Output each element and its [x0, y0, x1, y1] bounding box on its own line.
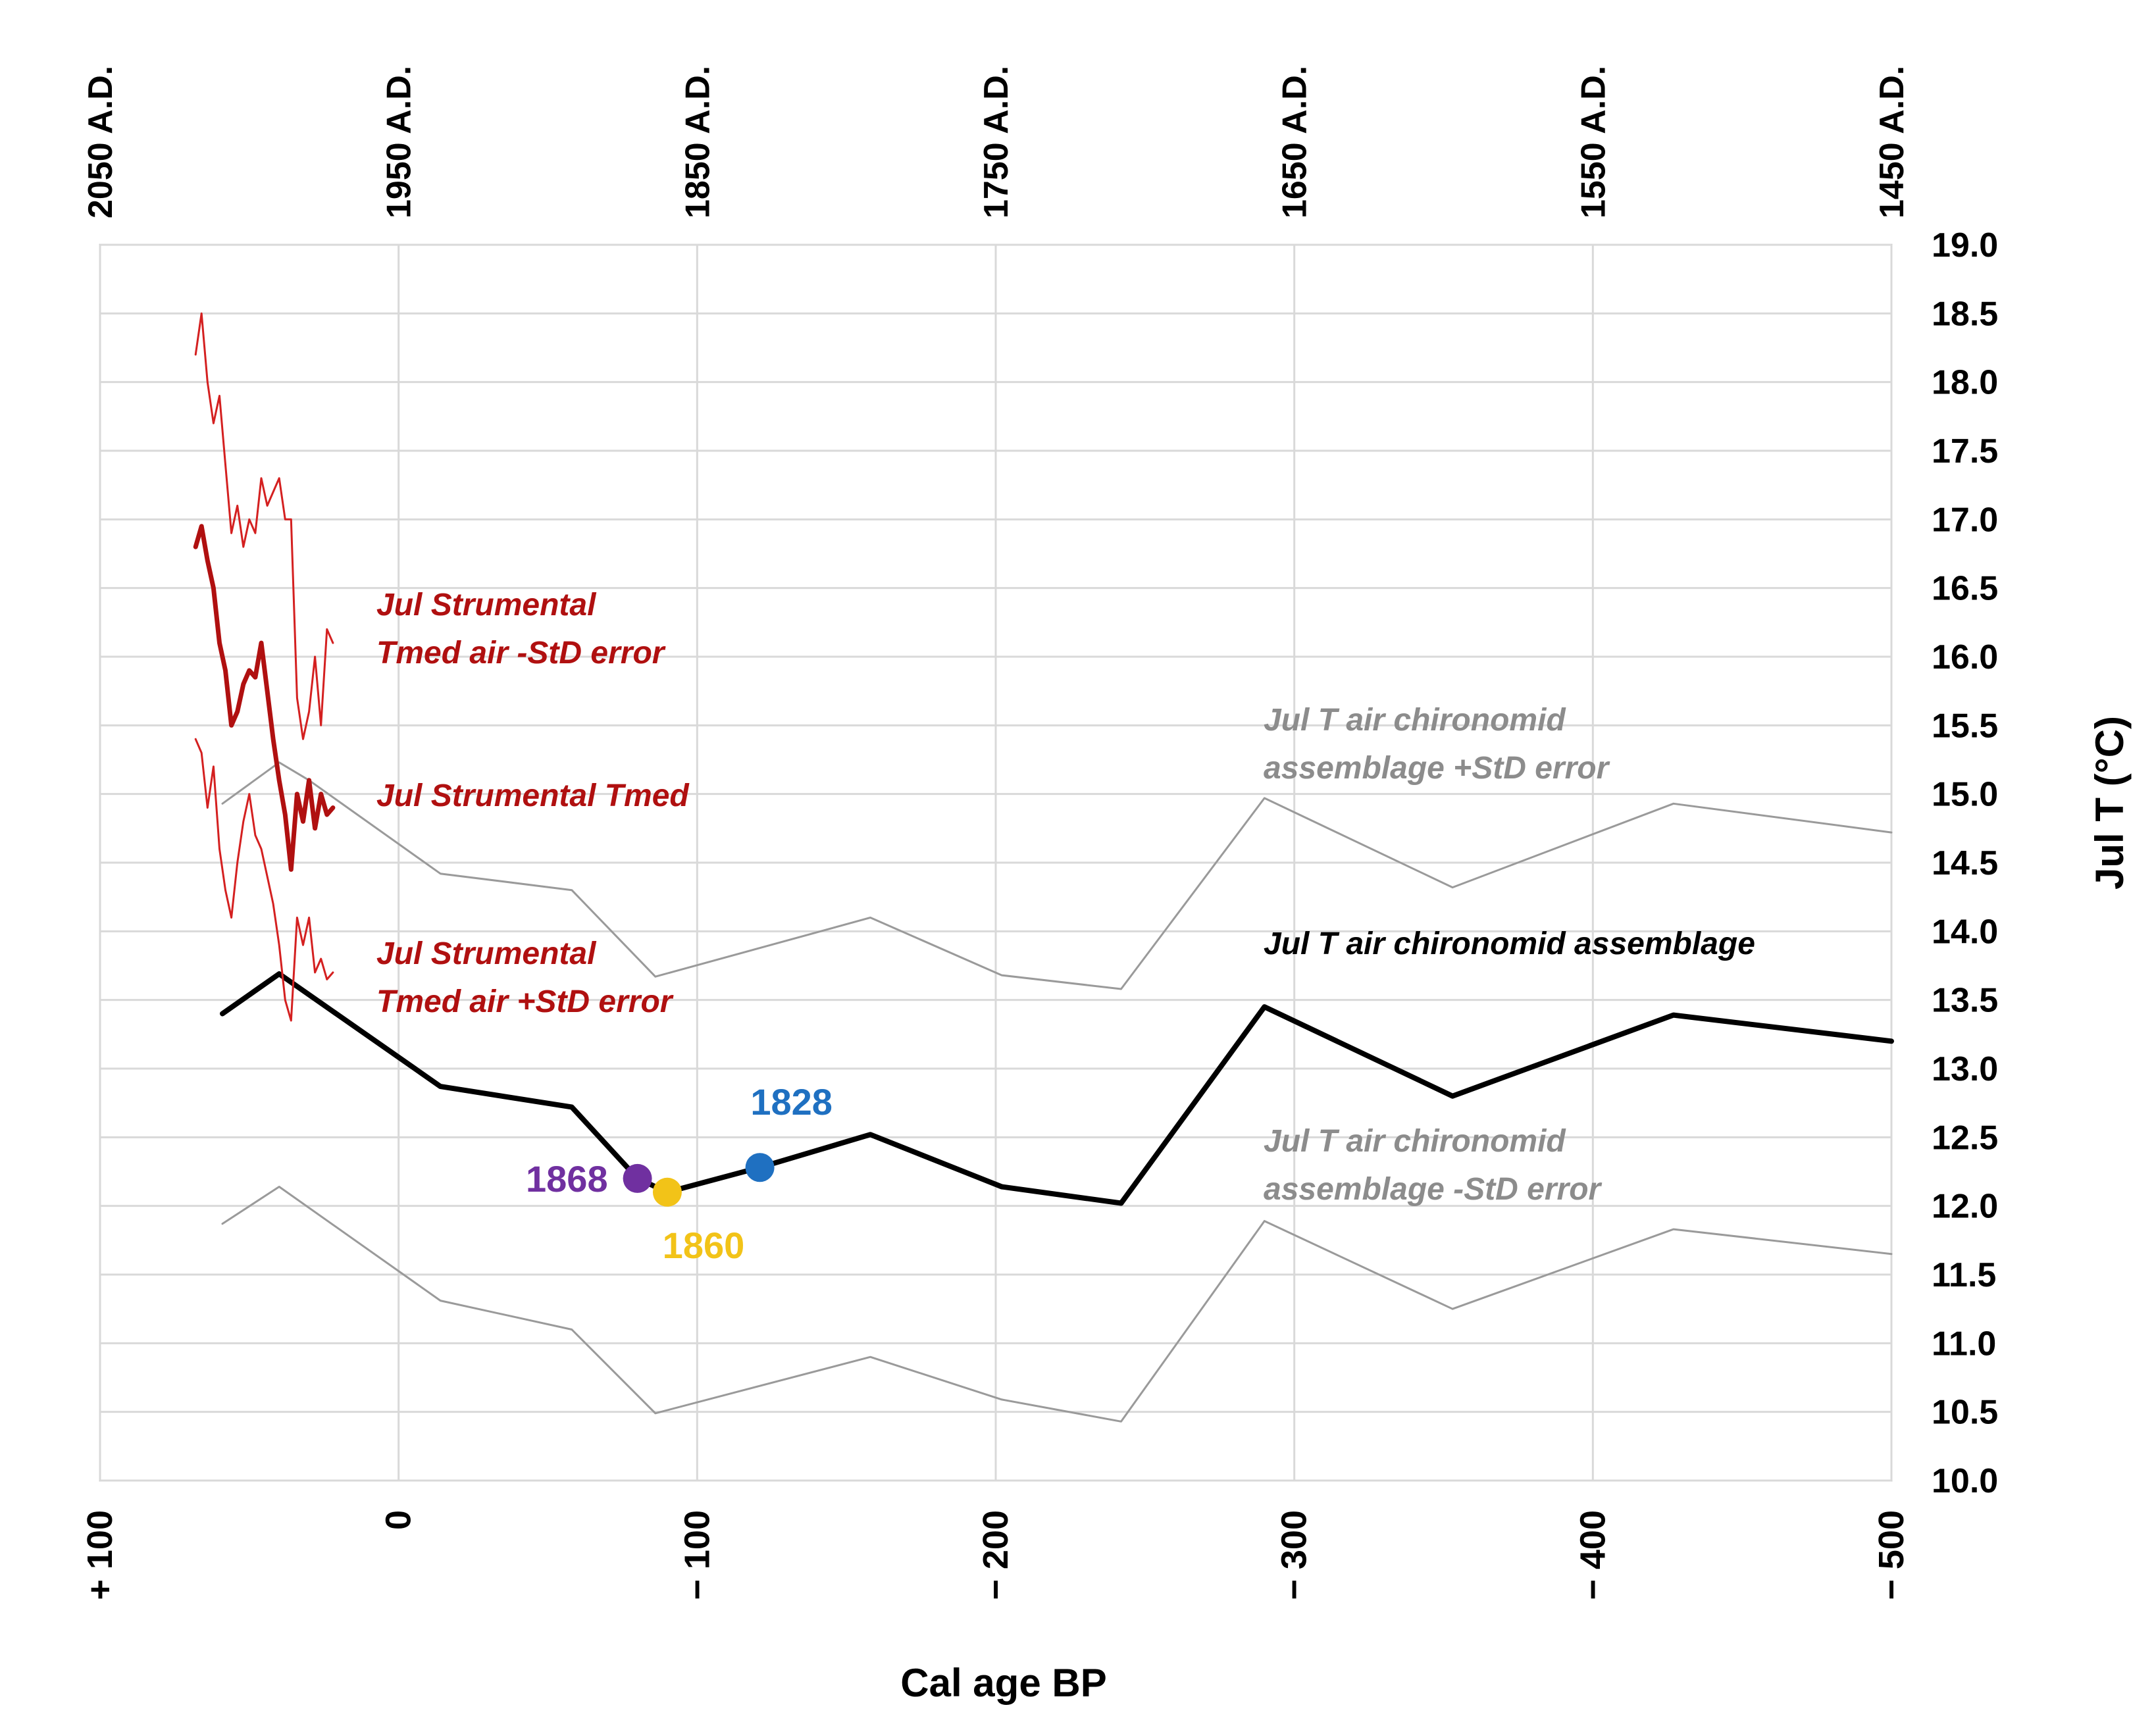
gridlines: [99, 243, 1893, 1482]
y-tick-label: 15.5: [1932, 707, 1998, 745]
top-tick-label: 1450 A.D.: [1873, 66, 1911, 218]
series-line-3: [194, 312, 334, 740]
y-tick-label: 10.5: [1932, 1394, 1998, 1432]
y-tick-label: 16.0: [1932, 638, 1998, 676]
annotation-strumental-minus-line1: Jul Strumental: [376, 588, 597, 622]
series-line-5: [194, 738, 334, 1022]
top-tick-label: 1750 A.D.: [977, 66, 1015, 218]
annotation-chironomid-minus-line2: assemblage -StD error: [1264, 1172, 1603, 1207]
y-tick-label: 18.5: [1932, 295, 1998, 333]
y-tick-label: 17.0: [1932, 501, 1998, 539]
top-tick-label: 1650 A.D.: [1276, 66, 1314, 218]
y-tick-label: 11.0: [1932, 1325, 1996, 1363]
y-tick-label: 16.5: [1932, 570, 1998, 608]
annotation-strumental-plus-line1: Jul Strumental: [376, 936, 597, 971]
annotation-strumental-minus-line2: Tmed air -StD error: [376, 636, 666, 671]
x-tick-labels: + 100 0 − 100 − 200 − 300 − 400 − 500: [80, 1510, 1911, 1600]
y-tick-label: 15.0: [1932, 776, 1998, 814]
y-tick-label: 14.0: [1932, 913, 1998, 951]
series-line-2: [221, 1186, 1893, 1423]
x-tick-label: − 400: [1573, 1510, 1612, 1600]
top-tick-label: 1950 A.D.: [380, 66, 419, 218]
top-tick-label: 1850 A.D.: [679, 66, 717, 218]
x-tick-label: + 100: [80, 1510, 120, 1600]
highlight-point-1860: [652, 1177, 682, 1207]
y-axis-title: Jul T (°C): [2088, 716, 2132, 890]
highlight-label-1860: 1860: [663, 1225, 745, 1266]
x-axis-title: Cal age BP: [900, 1661, 1106, 1705]
highlight-label-1828: 1828: [750, 1081, 833, 1123]
series-group: [193, 312, 1894, 1423]
y-tick-label: 10.0: [1932, 1462, 1998, 1500]
y-tick-label: 11.5: [1932, 1256, 1996, 1294]
series-line-4: [193, 524, 336, 872]
annotation-strumental-tmed: Jul Strumental Tmed: [376, 778, 690, 813]
y-tick-label: 12.5: [1932, 1119, 1998, 1157]
annotation-chironomid-plus-line2: assemblage +StD error: [1264, 751, 1610, 786]
y-tick-label: 19.0: [1932, 226, 1998, 265]
highlight-points: 1868 1860 1828: [526, 1081, 833, 1266]
y-tick-labels: 10.0 10.5 11.0 11.5 12.0 12.5 13.0 13.5 14.0 14.5…: [1932, 226, 1998, 1500]
highlight-label-1868: 1868: [526, 1158, 608, 1200]
y-tick-label: 17.5: [1932, 432, 1998, 470]
y-tick-label: 14.5: [1932, 844, 1998, 882]
top-tick-label: 1550 A.D.: [1574, 66, 1612, 218]
annotation-strumental-plus-line2: Tmed air +StD error: [376, 984, 674, 1019]
y-tick-label: 12.0: [1932, 1188, 1998, 1226]
x-tick-label: − 200: [976, 1510, 1015, 1600]
highlight-point-1828: [745, 1153, 775, 1182]
y-tick-label: 18.0: [1932, 364, 1998, 402]
x-tick-label: − 100: [677, 1510, 717, 1600]
y-tick-label: 13.5: [1932, 982, 1998, 1020]
top-tick-labels: 2050 A.D. 1950 A.D. 1850 A.D. 1750 A.D. 1650…: [82, 66, 1911, 218]
annotation-chironomid-mean: Jul T air chironomid assemblage: [1264, 926, 1755, 961]
x-tick-label: 0: [379, 1510, 419, 1530]
series-line-1: [220, 971, 1894, 1206]
x-tick-label: − 300: [1275, 1510, 1314, 1600]
annotation-chironomid-plus-line1: Jul T air chironomid: [1264, 703, 1566, 738]
annotation-chironomid-minus-line1: Jul T air chironomid: [1264, 1124, 1566, 1159]
y-tick-label: 13.0: [1932, 1050, 1998, 1088]
top-tick-label: 2050 A.D.: [82, 66, 120, 218]
x-tick-label: − 500: [1872, 1510, 1911, 1600]
highlight-point-1868: [623, 1163, 652, 1193]
